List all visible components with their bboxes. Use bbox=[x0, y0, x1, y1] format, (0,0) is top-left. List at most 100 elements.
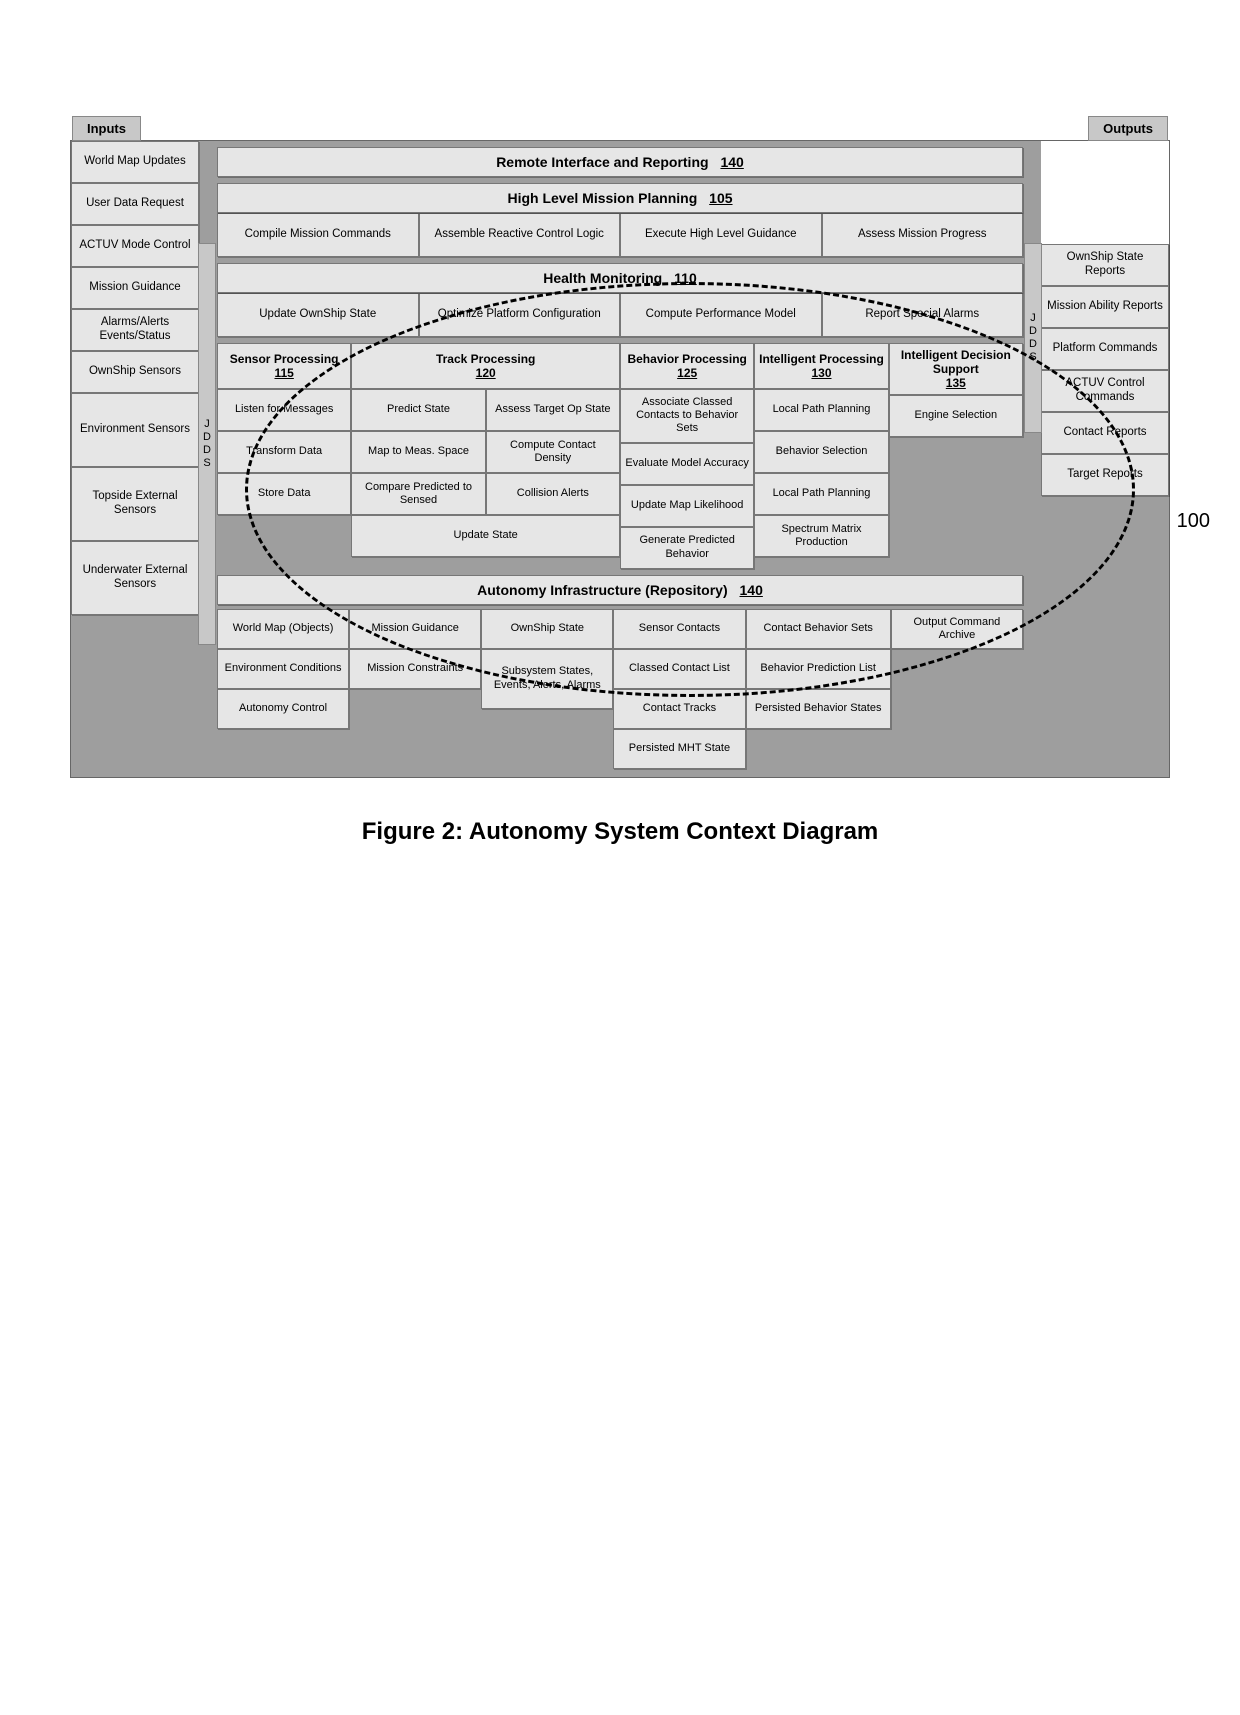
repo-col: World Map (Objects) Environment Conditio… bbox=[217, 609, 349, 729]
repo-item: Behavior Prediction List bbox=[746, 649, 891, 689]
repo-item: Output Command Archive bbox=[891, 609, 1023, 649]
repo-item: Subsystem States, Events, Alerts, Alarms bbox=[481, 649, 613, 709]
repo-item: World Map (Objects) bbox=[217, 609, 349, 649]
intp-item: Local Path Planning bbox=[754, 389, 888, 431]
sensor-header: Sensor Processing 115 bbox=[217, 343, 351, 389]
mission-item: Execute High Level Guidance bbox=[620, 213, 822, 257]
outer-block: World Map Updates User Data Request ACTU… bbox=[70, 140, 1170, 778]
health-header: Health Monitoring 110 bbox=[217, 263, 1023, 293]
jdds-char: D bbox=[1025, 325, 1041, 338]
mission-title: High Level Mission Planning bbox=[507, 190, 697, 206]
intp-title: Intelligent Processing bbox=[759, 352, 884, 366]
repo-item: Contact Behavior Sets bbox=[746, 609, 891, 649]
sensor-item: Store Data bbox=[217, 473, 351, 515]
intp-item: Behavior Selection bbox=[754, 431, 888, 473]
outputs-tab: Outputs bbox=[1088, 116, 1168, 141]
behavior-item: Associate Classed Contacts to Behavior S… bbox=[620, 389, 754, 443]
outputs-gap bbox=[1041, 141, 1169, 244]
repo-item: Autonomy Control bbox=[217, 689, 349, 729]
mission-row: Compile Mission Commands Assemble Reacti… bbox=[217, 213, 1023, 257]
output-item: Mission Ability Reports bbox=[1041, 286, 1169, 328]
health-num: 110 bbox=[674, 270, 697, 286]
remote-title: Remote Interface and Reporting bbox=[496, 154, 708, 170]
mission-item: Compile Mission Commands bbox=[217, 213, 419, 257]
intp-header: Intelligent Processing 130 bbox=[754, 343, 888, 389]
diagram-canvas: Inputs Outputs J D D S J D D S World Map… bbox=[70, 140, 1170, 778]
sensor-num: 115 bbox=[274, 366, 293, 380]
input-item: Environment Sensors bbox=[71, 393, 199, 467]
repo-header: Autonomy Infrastructure (Repository) 140 bbox=[217, 575, 1023, 605]
jdds-char: D bbox=[199, 431, 215, 444]
track-item: Map to Meas. Space bbox=[351, 431, 485, 473]
jdds-char: J bbox=[199, 418, 215, 431]
repo-item: OwnShip State bbox=[481, 609, 613, 649]
mission-item: Assemble Reactive Control Logic bbox=[419, 213, 621, 257]
intp-item: Spectrum Matrix Production bbox=[754, 515, 888, 557]
mission-item: Assess Mission Progress bbox=[822, 213, 1024, 257]
behavior-col: Behavior Processing 125 Associate Classe… bbox=[620, 343, 754, 569]
remote-header: Remote Interface and Reporting 140 bbox=[217, 147, 1023, 177]
behavior-item: Generate Predicted Behavior bbox=[620, 527, 754, 569]
inputs-tab: Inputs bbox=[72, 116, 141, 141]
track-item: Update State bbox=[351, 515, 620, 557]
mission-num: 105 bbox=[709, 190, 732, 206]
track-num: 120 bbox=[476, 366, 496, 380]
track-col: Track Processing 120 Predict State Asses… bbox=[351, 343, 620, 569]
repo-columns: World Map (Objects) Environment Conditio… bbox=[217, 605, 1023, 769]
mission-header: High Level Mission Planning 105 bbox=[217, 183, 1023, 213]
sensor-title: Sensor Processing bbox=[230, 352, 339, 366]
intp-num: 130 bbox=[811, 366, 831, 380]
repo-item: Sensor Contacts bbox=[613, 609, 745, 649]
repo-col: OwnShip State Subsystem States, Events, … bbox=[481, 609, 613, 709]
intp-item: Local Path Planning bbox=[754, 473, 888, 515]
track-item: Compare Predicted to Sensed bbox=[351, 473, 485, 515]
ref-100-label: 100 bbox=[1177, 510, 1210, 532]
track-item: Collision Alerts bbox=[486, 473, 620, 515]
input-item: Underwater External Sensors bbox=[71, 541, 199, 615]
jdds-char: D bbox=[199, 444, 215, 457]
input-item: ACTUV Mode Control bbox=[71, 225, 199, 267]
repo-col: Contact Behavior Sets Behavior Predictio… bbox=[746, 609, 891, 729]
input-item: Mission Guidance bbox=[71, 267, 199, 309]
repo-item: Mission Guidance bbox=[349, 609, 481, 649]
sensor-item: Transform Data bbox=[217, 431, 351, 473]
jdds-char: D bbox=[1025, 338, 1041, 351]
track-item: Compute Contact Density bbox=[486, 431, 620, 473]
track-title: Track Processing bbox=[436, 352, 535, 366]
ids-header: Intelligent Decision Support 135 bbox=[889, 343, 1023, 395]
repo-title: Autonomy Infrastructure (Repository) bbox=[477, 582, 727, 598]
health-title: Health Monitoring bbox=[543, 270, 662, 286]
repo-num: 140 bbox=[740, 582, 763, 598]
page: 10 ↘ ↖ 100 Inputs Outputs J D D S J D D … bbox=[20, 140, 1220, 846]
repo-col: Output Command Archive bbox=[891, 609, 1023, 649]
health-row: Update OwnShip State Optimize Platform C… bbox=[217, 293, 1023, 337]
ids-item: Engine Selection bbox=[889, 395, 1023, 437]
track-item: Predict State bbox=[351, 389, 485, 431]
repo-col: Sensor Contacts Classed Contact List Con… bbox=[613, 609, 745, 769]
input-item: User Data Request bbox=[71, 183, 199, 225]
inputs-column: World Map Updates User Data Request ACTU… bbox=[71, 141, 199, 615]
center-column: Remote Interface and Reporting 140 High … bbox=[217, 141, 1023, 769]
health-item: Optimize Platform Configuration bbox=[419, 293, 621, 337]
remote-num: 140 bbox=[720, 154, 743, 170]
behavior-title: Behavior Processing bbox=[627, 352, 746, 366]
repo-item: Environment Conditions bbox=[217, 649, 349, 689]
output-item: Target Reports bbox=[1041, 454, 1169, 496]
intp-col: Intelligent Processing 130 Local Path Pl… bbox=[754, 343, 888, 569]
repo-item: Contact Tracks bbox=[613, 689, 745, 729]
track-header: Track Processing 120 bbox=[351, 343, 620, 389]
output-item: OwnShip State Reports bbox=[1041, 244, 1169, 286]
health-item: Report Special Alarms bbox=[822, 293, 1024, 337]
jdds-char: S bbox=[199, 457, 215, 470]
track-item: Assess Target Op State bbox=[486, 389, 620, 431]
jdds-char: S bbox=[1025, 351, 1041, 364]
ids-title: Intelligent Decision Support bbox=[892, 348, 1020, 376]
repo-item: Persisted MHT State bbox=[613, 729, 745, 769]
ids-num: 135 bbox=[946, 376, 966, 390]
repo-item: Mission Constraints bbox=[349, 649, 481, 689]
health-item: Update OwnShip State bbox=[217, 293, 419, 337]
output-item: Contact Reports bbox=[1041, 412, 1169, 454]
behavior-header: Behavior Processing 125 bbox=[620, 343, 754, 389]
sensor-col: Sensor Processing 115 Listen for Message… bbox=[217, 343, 351, 569]
jdds-left: J D D S bbox=[198, 243, 216, 645]
